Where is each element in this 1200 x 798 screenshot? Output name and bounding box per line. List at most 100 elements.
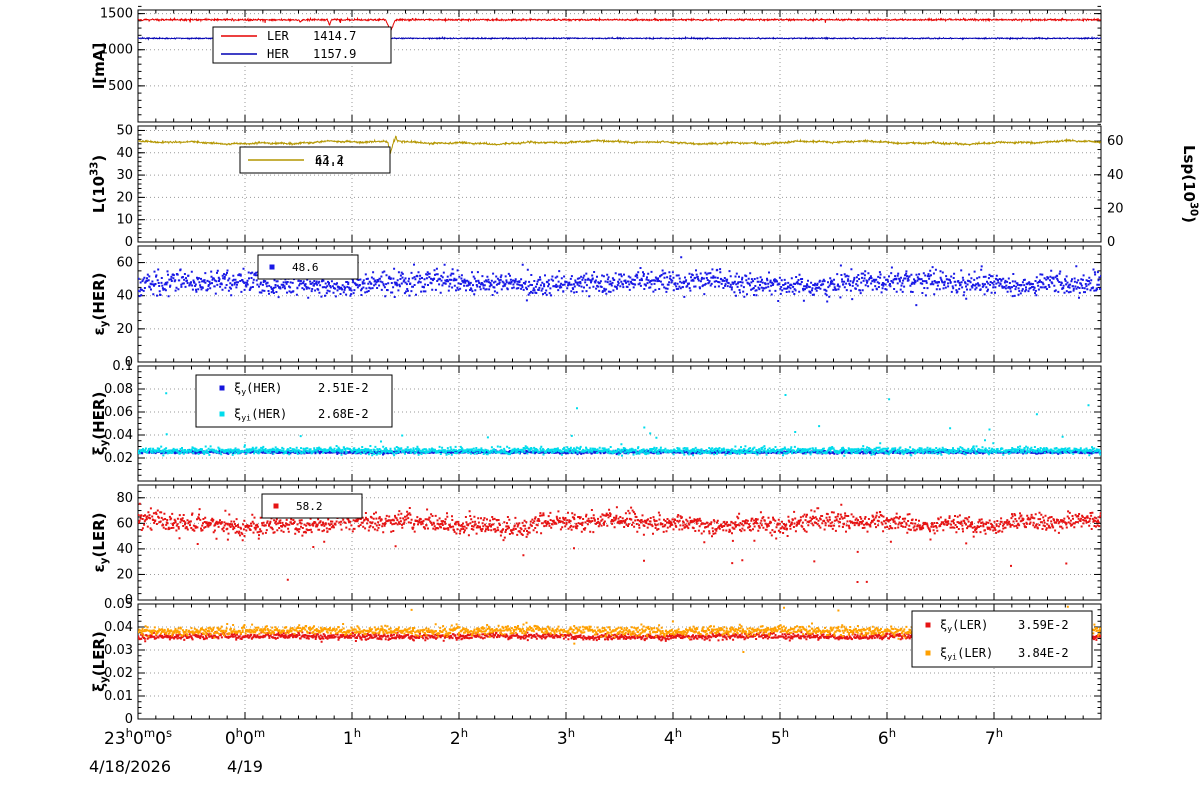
y-tick-label: 0.05: [104, 597, 133, 612]
x-tick-label: 3h: [557, 726, 575, 749]
panel-frame: [137, 125, 1102, 243]
legend-box: [911, 610, 1093, 668]
y-tick-label: 0.08: [104, 382, 133, 397]
x-tick-label: 2h: [450, 726, 468, 749]
right-axis-title-luminosity: Lsp(1030): [1180, 145, 1198, 223]
y-tick-label: 80: [116, 491, 133, 506]
y-tick-label: 40: [116, 289, 133, 304]
legend-marker: [269, 264, 275, 270]
x-tick-label: 7h: [985, 726, 1003, 749]
y-tick-label: 0: [125, 712, 133, 727]
legend-value: 2.68E-2: [318, 407, 369, 421]
panel-frame: [137, 245, 1102, 363]
legend-value: 63.2: [315, 153, 344, 167]
panel-xi-her: 0.02 0.04 0.06 0.08 0.1 ξy(HER) ξy(HER) 2.51E-2…: [90, 359, 1102, 482]
legend-marker: [925, 622, 931, 628]
legend-label: HER: [267, 47, 289, 61]
panel-frame: [137, 484, 1102, 601]
date-label: 4/19: [227, 757, 263, 776]
date-labels: 4/18/2026 4/19: [89, 757, 263, 776]
legend-value: 44.4: [315, 155, 344, 169]
legend-xi-her: ξy(HER) 2.51E-2 ξyi(HER) 2.68E-2: [195, 374, 393, 428]
y-tick-label: 40: [116, 146, 133, 161]
legend-value: 1157.9: [313, 47, 356, 61]
panel-frame: [137, 9, 1102, 123]
legend-marker: [925, 650, 931, 656]
legend-value: 3.84E-2: [1018, 646, 1069, 660]
right-y-tick-label: 0: [1107, 235, 1115, 250]
y-axis-title-xi-ler: ξy(LER): [90, 631, 110, 692]
panel-emittance-her: 0 20 40 60 εy(HER) 48.6: [90, 245, 1102, 370]
right-y-tick-label: 40: [1107, 168, 1124, 183]
y-tick-label: 0.1: [112, 359, 133, 374]
legend-value: 58.2: [296, 500, 323, 513]
series-xi-ler-1: [138, 605, 1101, 653]
legend-emittance-her: 48.6: [257, 254, 359, 280]
legend-value: 2.51E-2: [318, 381, 369, 395]
panel-beam-current: 500 1000 1500 I[mA] LER 1414.7 HER 1157.9: [90, 5, 1102, 123]
y-tick-label: 20: [116, 322, 133, 337]
y-tick-label: 0: [125, 593, 133, 608]
legend-box: [257, 254, 359, 280]
series-luminosity-0: [138, 135, 1101, 154]
right-y-tick-label: 20: [1107, 201, 1124, 216]
legend-box: [212, 26, 392, 64]
x-tick-label: 6h: [878, 726, 896, 749]
y-axis-title-luminosity: L(1033): [90, 155, 108, 213]
y-tick-label: 0.01: [104, 689, 133, 704]
x-tick-label: 5h: [771, 726, 789, 749]
legend-marker: [273, 503, 279, 509]
series-emittance-ler-0: [138, 502, 1101, 583]
x-tick-label: 23h0m0s: [104, 726, 172, 749]
y-tick-label: 0.02: [104, 451, 133, 466]
y-tick-label: 50: [116, 123, 133, 138]
legend-xi-ler: ξy(LER) 3.59E-2 ξyi(LER) 3.84E-2: [911, 610, 1093, 668]
y-tick-label: 10: [116, 213, 133, 228]
y-tick-label: 1500: [100, 7, 133, 22]
y-tick-label: 1000: [100, 43, 133, 58]
panel-frame: [137, 603, 1102, 720]
y-tick-label: 0: [125, 235, 133, 250]
series-xi-ler-0: [138, 629, 1101, 643]
legend-label: ξy(HER): [234, 381, 282, 397]
y-tick-label: 0.06: [104, 405, 133, 420]
y-tick-label: 60: [116, 256, 133, 271]
legend-value: 3.59E-2: [1018, 618, 1069, 632]
series-xi-her-1: [138, 378, 1101, 457]
panel-luminosity: 0 10 20 30 40 50 0 20 40 60 Lsp(1030) L(1033) 63.244…: [90, 123, 1199, 250]
legend-label: ξy(LER): [940, 618, 988, 634]
x-tick-label: 1h: [343, 726, 361, 749]
panel-xi-ler: 0 0.01 0.02 0.03 0.04 0.05 ξy(LER) ξy(LER) 3.59E…: [90, 597, 1102, 727]
legend-marker: [219, 411, 225, 417]
y-tick-label: 0.04: [104, 620, 133, 635]
y-tick-label: 0: [125, 355, 133, 370]
legend-emittance-ler: 58.2: [261, 493, 363, 519]
y-tick-label: 20: [116, 567, 133, 582]
y-axis-title-emittance-ler: εy(LER): [90, 512, 110, 572]
legend-box: [261, 493, 363, 519]
y-tick-label: 40: [116, 542, 133, 557]
series-beam-current-0: [138, 16, 1101, 34]
y-tick-label: 0.03: [104, 643, 133, 658]
legend-marker: [219, 385, 225, 391]
y-tick-label: 30: [116, 168, 133, 183]
y-tick-label: 60: [116, 516, 133, 531]
right-y-tick-label: 60: [1107, 134, 1124, 149]
y-tick-label: 0.04: [104, 428, 133, 443]
y-tick-label: 500: [108, 79, 133, 94]
y-axis-title-xi-her: ξy(HER): [90, 392, 110, 456]
series-emittance-her-0: [138, 256, 1101, 307]
x-tick-label: 0h0m: [225, 726, 265, 749]
y-tick-label: 0.02: [104, 666, 133, 681]
legend-value: 48.6: [292, 261, 319, 274]
legend-beam-current: LER 1414.7 HER 1157.9: [212, 26, 392, 64]
legend-label: ξyi(HER): [234, 407, 287, 423]
y-tick-label: 20: [116, 190, 133, 205]
legend-box: [195, 374, 393, 428]
y-axis-title-emittance-her: εy(HER): [90, 272, 110, 335]
panel-emittance-ler: 0 20 40 60 80 εy(LER) 58.2: [90, 484, 1102, 608]
date-label: 4/18/2026: [89, 757, 171, 776]
x-axis-labels: 23h0m0s 0h0m 1h 2h 3h 4h 5h 6h 7h: [104, 726, 1003, 749]
